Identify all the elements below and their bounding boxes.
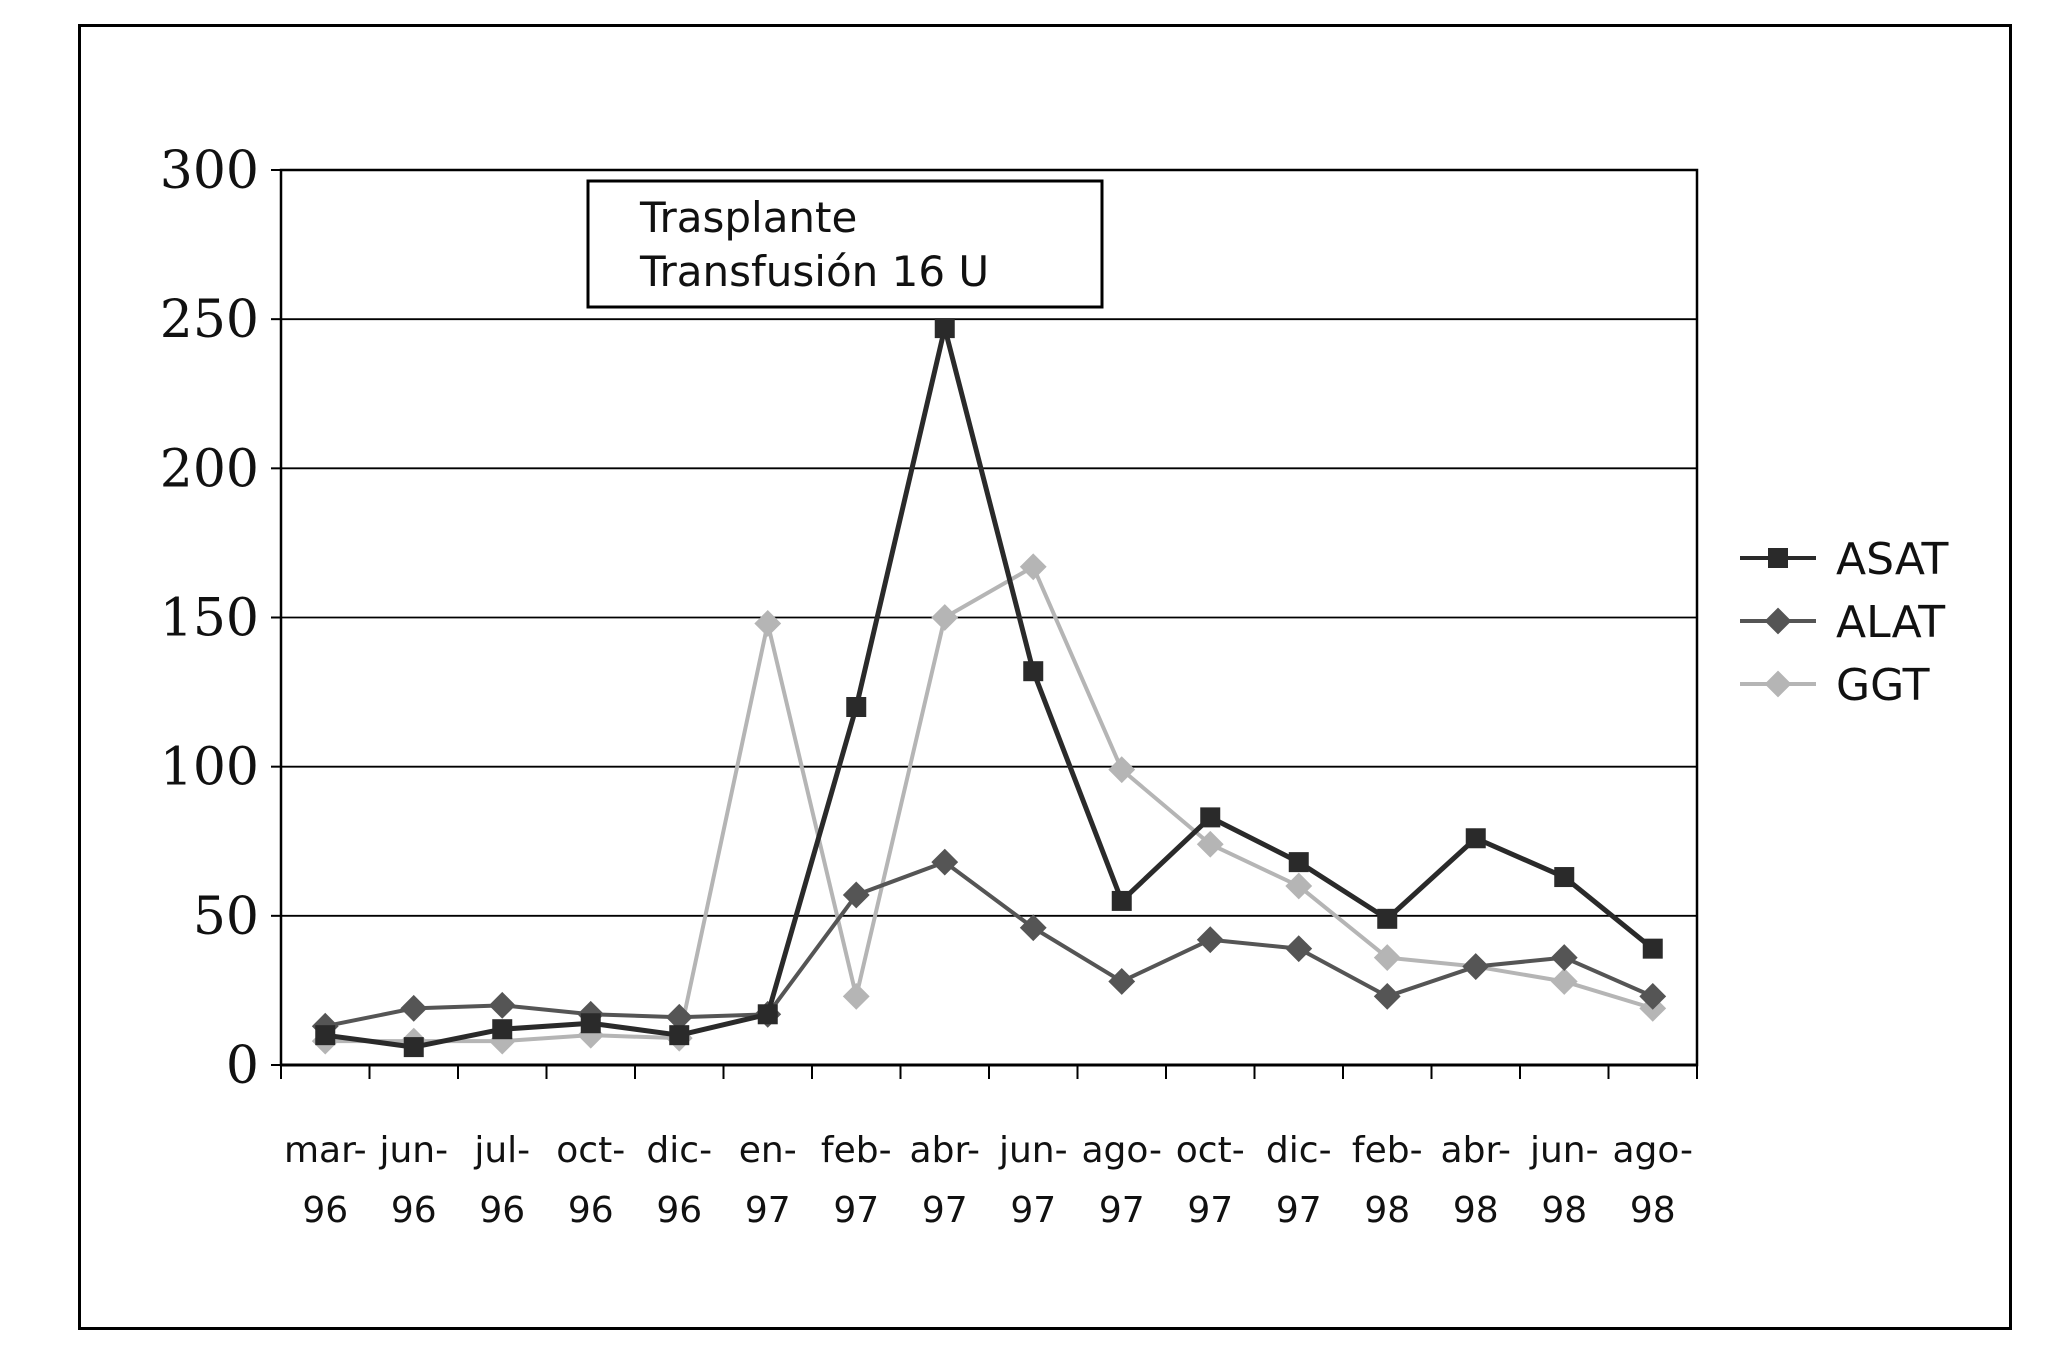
data-point-ggt — [1373, 944, 1401, 972]
x-tick-label-year: 97 — [1010, 1190, 1056, 1231]
data-point-asat — [934, 318, 955, 339]
y-tick-label: 200 — [160, 439, 259, 499]
x-tick-label-month: oct- — [1176, 1130, 1245, 1171]
annotation-line-2: Transfusión 16 U — [639, 247, 989, 296]
annotation-box: Trasplante Transfusión 16 U — [586, 179, 1104, 309]
y-tick-label: 0 — [226, 1036, 259, 1096]
x-tick-label-year: 96 — [302, 1190, 348, 1231]
x-tick-label-month: jun- — [378, 1130, 448, 1171]
y-tick-label: 50 — [193, 887, 259, 947]
data-point-ggt — [1550, 968, 1578, 995]
x-tick-label-month: dic- — [646, 1130, 712, 1171]
legend-label-ggt: GGT — [1836, 660, 1930, 711]
data-point-alat — [1550, 944, 1578, 972]
legend-label-alat: ALAT — [1836, 597, 1945, 648]
data-point-ggt — [1019, 553, 1047, 581]
x-tick-label-year: 97 — [745, 1190, 791, 1231]
x-tick-label-year: 97 — [922, 1190, 968, 1231]
x-tick-label-month: ago- — [1612, 1130, 1693, 1171]
y-tick-label: 300 — [160, 141, 259, 201]
data-point-ggt — [1285, 872, 1313, 900]
data-point-asat — [580, 1013, 601, 1034]
x-tick-label-month: abr- — [1441, 1130, 1511, 1171]
data-point-asat — [846, 697, 867, 717]
x-tick-label-month: feb- — [1352, 1130, 1423, 1171]
data-point-asat — [492, 1019, 513, 1040]
data-point-ggt — [931, 604, 959, 631]
x-tick-label-month: feb- — [821, 1130, 892, 1171]
x-tick-label-month: abr- — [910, 1130, 980, 1171]
data-point-asat — [1288, 852, 1309, 873]
data-point-asat — [1465, 828, 1486, 849]
legend-swatch-marker — [1768, 548, 1788, 568]
series-line-alat — [324, 860, 1654, 1029]
x-tick-label-year: 98 — [1453, 1190, 1499, 1231]
x-tick-label-year: 97 — [833, 1190, 879, 1231]
x-tick-label-month: ago- — [1081, 1130, 1162, 1171]
series-lines — [311, 318, 1667, 1058]
data-point-alat — [931, 848, 959, 876]
legend: ASAT ALAT GGT — [1740, 534, 1949, 711]
x-tick-label-year: 96 — [656, 1190, 702, 1231]
series-line-asat — [324, 325, 1655, 1050]
series-line-ggt — [325, 564, 1654, 1044]
legend-label-asat: ASAT — [1836, 534, 1949, 585]
x-tick-label-year: 97 — [1276, 1190, 1322, 1231]
x-tick-label-year: 98 — [1541, 1190, 1587, 1231]
data-point-asat — [1023, 661, 1044, 682]
data-point-alat — [1019, 914, 1047, 942]
data-point-asat — [669, 1025, 690, 1046]
x-tick-label-year: 96 — [479, 1190, 525, 1231]
axes: 0 50 100 150 200 250 300 mar- 96 jun- 96 jul- 96 oct-… — [160, 141, 1698, 1231]
x-tick-label-month: jun- — [998, 1130, 1068, 1171]
data-point-alat — [1462, 953, 1490, 980]
data-point-asat — [757, 1004, 778, 1025]
data-point-alat — [842, 881, 870, 909]
data-point-asat — [315, 1025, 336, 1046]
data-point-asat — [1377, 908, 1398, 929]
series-asat — [315, 318, 1663, 1058]
data-point-ggt — [754, 610, 782, 637]
data-point-asat — [1554, 867, 1575, 888]
y-tick-label: 100 — [160, 738, 259, 798]
y-tick-label: 250 — [160, 290, 259, 350]
x-tick-label-year: 98 — [1630, 1190, 1676, 1231]
x-tick-label-month: mar- — [284, 1130, 367, 1171]
x-tick-label-month: en- — [739, 1130, 797, 1171]
legend-swatch-marker — [1764, 670, 1792, 698]
data-point-alat — [400, 994, 428, 1022]
series-ggt — [311, 553, 1667, 1055]
data-point-asat — [1642, 938, 1663, 959]
x-tick-label-year: 97 — [1099, 1190, 1145, 1231]
data-point-alat — [1285, 935, 1313, 963]
annotation-rect — [586, 179, 1104, 309]
data-point-ggt — [1108, 756, 1136, 784]
annotation-line-1: Trasplante — [639, 193, 857, 242]
x-tick-label-month: jun- — [1529, 1130, 1599, 1171]
data-point-alat — [1196, 926, 1224, 954]
data-point-ggt — [842, 982, 870, 1010]
data-point-asat — [1111, 890, 1132, 911]
legend-swatch-marker — [1764, 607, 1792, 635]
x-tick-label-month: dic- — [1266, 1130, 1332, 1171]
series-alat — [311, 848, 1667, 1040]
x-tick-label-year: 96 — [391, 1190, 437, 1231]
data-point-asat — [403, 1037, 424, 1058]
x-tick-label-year: 96 — [568, 1190, 614, 1231]
data-point-alat — [1108, 968, 1136, 995]
x-tick-label-month: jul- — [473, 1130, 530, 1171]
y-tick-label: 150 — [160, 589, 259, 649]
data-point-alat — [1373, 982, 1401, 1010]
x-tick-label-year: 97 — [1187, 1190, 1233, 1231]
data-point-alat — [1639, 982, 1667, 1010]
x-tick-label-year: 98 — [1364, 1190, 1410, 1231]
x-tick-label-month: oct- — [556, 1130, 625, 1171]
data-point-asat — [1200, 807, 1221, 828]
data-point-ggt — [1196, 830, 1224, 858]
data-point-alat — [488, 991, 516, 1019]
